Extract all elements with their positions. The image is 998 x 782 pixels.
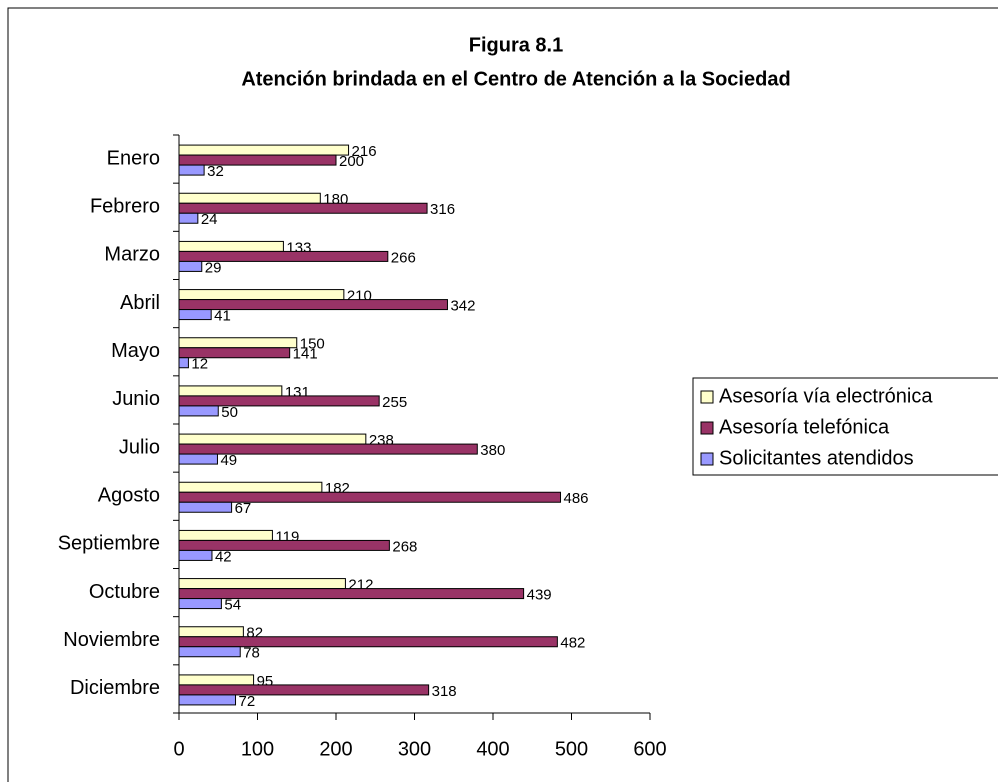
legend-box [692,377,998,476]
bar [178,192,321,204]
data-label: 72 [239,693,256,710]
bar [178,357,189,369]
bar [178,501,233,513]
bar [178,636,558,648]
bar [178,240,284,252]
bar [178,481,323,493]
chart-title: Figura 8.1 [469,34,563,56]
data-label: 141 [293,346,318,363]
bar [178,684,430,696]
data-label: 67 [235,500,252,517]
legend-label: Asesoría telefónica [719,416,890,438]
y-tick-label: Mayo [111,340,160,362]
y-tick-label: Octubre [89,581,160,603]
bar [178,405,219,417]
data-label: 482 [560,635,585,652]
y-tick-label: Junio [112,388,160,410]
y-tick-label: Diciembre [70,677,160,699]
bar [178,289,345,301]
bar [178,299,448,311]
y-tick-label: Julio [119,436,160,458]
bar [178,164,205,176]
legend-swatch [700,390,714,404]
bar [178,578,346,590]
data-label: 42 [215,548,232,565]
legend-label: Solicitantes atendidos [719,447,914,469]
bar [178,260,203,272]
bar [178,598,222,610]
bar [178,491,562,503]
x-tick-label: 600 [633,738,666,760]
bar [178,395,380,407]
x-tick-label: 200 [319,738,352,760]
bar [178,646,241,658]
data-label: 24 [201,211,218,228]
data-label: 78 [243,645,260,662]
x-tick-label: 0 [173,738,184,760]
data-label: 54 [224,597,241,614]
data-label: 216 [352,143,377,160]
bar [178,347,291,359]
bar [178,694,237,706]
y-tick-label: Enero [107,147,160,169]
data-label: 49 [220,452,237,469]
data-label: 268 [392,538,417,555]
data-label: 50 [221,404,238,421]
bar [178,529,273,541]
bar [178,212,199,224]
y-tick-label: Noviembre [63,629,160,651]
bar [178,433,367,445]
bar [178,549,213,561]
bar [178,154,337,166]
y-tick-label: Septiembre [58,533,160,555]
bar [178,453,218,465]
y-tick-label: Abril [120,292,160,314]
data-label: 150 [300,336,325,353]
x-tick-label: 500 [555,738,588,760]
data-label: 439 [527,587,552,604]
data-label: 342 [450,298,475,315]
bar [178,588,525,600]
data-label: 32 [207,163,224,180]
y-tick-label: Febrero [90,196,160,218]
bar [178,202,428,214]
data-label: 255 [382,394,407,411]
y-tick-label: Marzo [104,244,160,266]
bar [178,539,390,551]
bar [178,626,244,638]
bar [178,385,283,397]
bar [178,337,298,349]
bar [178,674,255,686]
chart-subtitle: Atención brindada en el Centro de Atenci… [241,68,790,90]
x-tick-label: 300 [398,738,431,760]
bar [178,144,350,156]
bar [178,443,478,455]
data-label: 200 [339,153,364,170]
data-label: 41 [214,308,231,325]
data-label: 316 [430,201,455,218]
legend-swatch [700,421,714,435]
bar [178,309,212,321]
data-label: 380 [480,442,505,459]
legend-swatch [700,452,714,466]
bar [178,250,389,262]
data-label: 29 [205,259,222,276]
data-label: 266 [391,249,416,266]
x-tick-label: 400 [476,738,509,760]
data-label: 486 [564,490,589,507]
legend-label: Asesoría vía electrónica [719,385,933,407]
data-label: 12 [191,356,208,373]
y-tick-label: Agosto [98,485,160,507]
x-tick-label: 100 [241,738,274,760]
data-label: 318 [432,683,457,700]
